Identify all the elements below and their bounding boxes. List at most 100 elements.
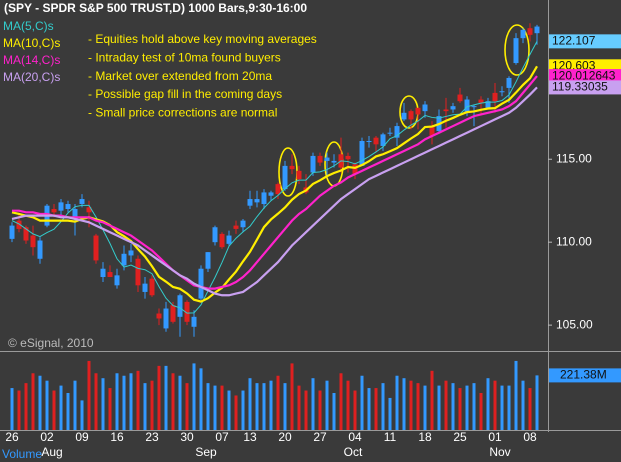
candle-body (373, 137, 379, 145)
candle-body (16, 220, 22, 229)
candle-body (51, 209, 57, 213)
candle-body (443, 109, 449, 112)
candle-body (366, 140, 372, 142)
last-value-box (549, 69, 621, 84)
candle-body (345, 155, 351, 160)
candle-body (23, 227, 29, 241)
volume-bar (514, 360, 518, 430)
volume-bar (353, 390, 357, 430)
annotation: - Market over extended from 20ma (88, 69, 272, 83)
volume-bar (402, 378, 406, 430)
x-tick-label: 27 (313, 430, 327, 444)
moving-average-line (11, 41, 538, 314)
volume-bar (185, 383, 189, 430)
volume-bar (178, 375, 182, 430)
month-label: Aug (41, 445, 62, 459)
x-tick-label: 26 (5, 430, 19, 444)
annotation: - Intraday test of 10ma found buyers (88, 50, 281, 64)
x-tick-label: 07 (215, 430, 229, 444)
volume-bar (318, 390, 322, 430)
chart-title: (SPY - SPDR S&P 500 TRUST,D) 1000 Bars,9… (4, 1, 307, 15)
volume-bar (73, 380, 77, 430)
candle-body (261, 192, 267, 205)
candle-body (86, 207, 92, 213)
highlight-circle (504, 24, 530, 76)
volume-bar (17, 390, 21, 430)
volume-bar (94, 373, 98, 430)
month-label: Nov (489, 445, 510, 459)
volume-bar (416, 383, 420, 430)
candle-body (415, 107, 421, 115)
volume-bar (164, 365, 168, 430)
last-value-label: 119.33035 (552, 80, 608, 94)
volume-bar (283, 383, 287, 430)
volume-bar (493, 380, 497, 430)
candle-body (226, 235, 232, 244)
candle-body (37, 240, 43, 259)
volume-bar (234, 395, 238, 430)
legend-entry: MA(5,C)s (3, 19, 54, 33)
volume-bar (423, 385, 427, 430)
x-tick-label: 08 (523, 430, 537, 444)
candle-body (324, 157, 330, 161)
volume-bar (122, 375, 126, 430)
volume-bar (115, 373, 119, 430)
volume-bar (437, 385, 441, 430)
candle-body (331, 160, 337, 163)
candle-body (506, 77, 512, 88)
volume-bar (458, 388, 462, 430)
candle-body (422, 104, 428, 112)
watermark: © eSignal, 2010 (8, 336, 94, 350)
candle-body (394, 126, 400, 138)
volume-bar (206, 383, 210, 430)
candle-body (310, 155, 316, 173)
volume-bar (192, 363, 196, 430)
volume-bar (31, 373, 35, 430)
candle-body (478, 99, 484, 103)
candle-body (359, 140, 365, 166)
x-tick-label: 11 (384, 430, 397, 444)
volume-bar (276, 375, 280, 430)
candle-body (268, 192, 274, 196)
candle-body (352, 164, 358, 175)
volume-bar (199, 368, 203, 430)
month-label: Oct (344, 445, 363, 459)
volume-bar (45, 380, 49, 430)
volume-title: Volume (2, 447, 42, 461)
candle-body (429, 126, 435, 137)
x-tick-label: 25 (453, 430, 467, 444)
moving-average-line (11, 86, 538, 297)
candle-body (30, 235, 36, 248)
annotation: - Equities hold above key moving average… (88, 32, 317, 46)
volume-bar (24, 383, 28, 430)
volume-bar (262, 383, 266, 430)
last-value-label: 120.012643 (552, 68, 616, 82)
volume-bar (374, 388, 378, 430)
volume-bar (535, 375, 539, 430)
annotation: - Possible gap fill in the coming days (88, 87, 282, 101)
candle-body (9, 225, 15, 239)
volume-bar (507, 385, 511, 430)
candle-body (205, 252, 211, 269)
candle-body (121, 253, 127, 266)
volume-bar (332, 393, 336, 430)
volume-bar (241, 390, 245, 430)
volume-bar (171, 373, 175, 430)
x-tick-label: 20 (278, 430, 292, 444)
candle-body (464, 99, 470, 113)
volume-bar (381, 383, 385, 430)
candle-body (513, 38, 519, 64)
last-value-box (549, 80, 621, 95)
volume-bar (521, 380, 525, 430)
last-value-label: 122.107 (552, 34, 596, 48)
y-tick-label: 115.00 (556, 151, 592, 165)
volume-bar (220, 385, 224, 430)
candle-body (527, 28, 533, 35)
volume-bar (255, 383, 259, 430)
x-tick-label: 01 (488, 430, 502, 444)
candle-body (240, 220, 246, 228)
candle-body (72, 209, 78, 219)
candle-body (401, 112, 407, 120)
volume-bar (38, 375, 42, 430)
candle-body (450, 106, 456, 110)
